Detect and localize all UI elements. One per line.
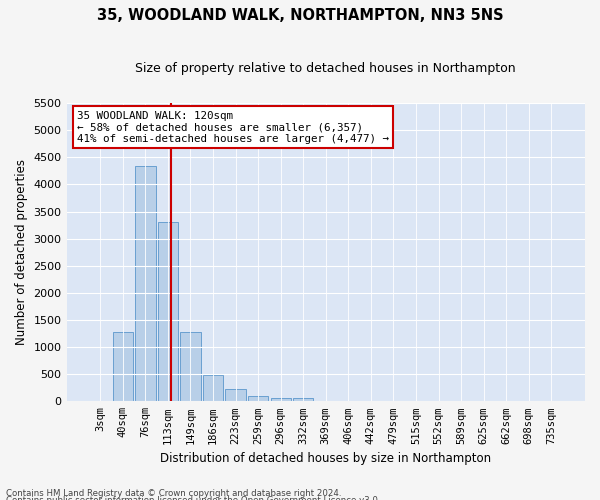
- Bar: [113, 332, 133, 402]
- Bar: [226, 390, 246, 402]
- Text: 35, WOODLAND WALK, NORTHAMPTON, NN3 5NS: 35, WOODLAND WALK, NORTHAMPTON, NN3 5NS: [97, 8, 503, 22]
- Text: Contains public sector information licensed under the Open Government Licence v3: Contains public sector information licen…: [6, 496, 380, 500]
- X-axis label: Distribution of detached houses by size in Northampton: Distribution of detached houses by size …: [160, 452, 491, 465]
- Bar: [158, 222, 178, 402]
- Text: Contains HM Land Registry data © Crown copyright and database right 2024.: Contains HM Land Registry data © Crown c…: [6, 488, 341, 498]
- Bar: [181, 332, 200, 402]
- Bar: [203, 374, 223, 402]
- Bar: [293, 398, 313, 402]
- Bar: [135, 166, 155, 402]
- Bar: [248, 396, 268, 402]
- Bar: [271, 398, 291, 402]
- Title: Size of property relative to detached houses in Northampton: Size of property relative to detached ho…: [136, 62, 516, 76]
- Text: 35 WOODLAND WALK: 120sqm
← 58% of detached houses are smaller (6,357)
41% of sem: 35 WOODLAND WALK: 120sqm ← 58% of detach…: [77, 110, 389, 144]
- Y-axis label: Number of detached properties: Number of detached properties: [15, 159, 28, 345]
